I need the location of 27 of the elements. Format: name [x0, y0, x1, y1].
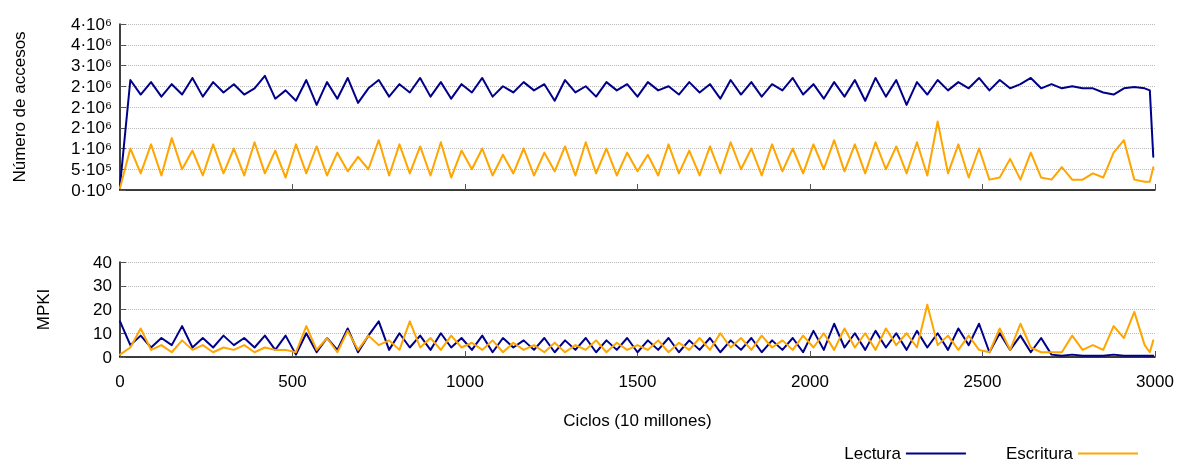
y-axis-title: MPKI — [34, 288, 53, 331]
y-axis-title: Número de accesos — [10, 31, 29, 183]
x-axis-title: Ciclos (10 millones) — [563, 411, 712, 430]
legend-label: Escritura — [1005, 444, 1074, 463]
y-tick-label: 5·10⁵ — [70, 159, 112, 179]
x-tick-label: 1500 — [618, 372, 657, 391]
x-tick-label: 2500 — [963, 372, 1002, 391]
y-tick-label: 4·10⁶ — [70, 35, 112, 55]
x-tick-label: 500 — [278, 372, 307, 391]
x-tick-label: 0 — [115, 372, 125, 391]
y-tick-label: 10 — [93, 323, 112, 343]
line-series — [119, 74, 1155, 187]
y-tick-label: 0·10⁰ — [71, 180, 113, 200]
y-tick-label: 1·10⁶ — [70, 139, 112, 158]
x-tick-label: 2000 — [791, 372, 829, 391]
x-tick-label: 1000 — [446, 372, 484, 391]
y-tick-label: 40 — [93, 252, 112, 272]
y-tick-label: 30 — [93, 276, 112, 296]
y-tick-label: 4·10⁶ — [70, 14, 112, 34]
y-tick-label: 20 — [93, 300, 112, 319]
y-tick-label: 2·10⁶ — [70, 97, 112, 117]
y-tick-label: 0 — [102, 347, 112, 367]
x-tick-label: 3000 — [1136, 372, 1174, 391]
y-tick-label: 2·10⁶ — [70, 76, 112, 96]
y-tick-label: 3·10⁶ — [70, 56, 112, 75]
legend-label: Lectura — [844, 444, 902, 463]
y-tick-label: 2·10⁶ — [70, 118, 112, 138]
